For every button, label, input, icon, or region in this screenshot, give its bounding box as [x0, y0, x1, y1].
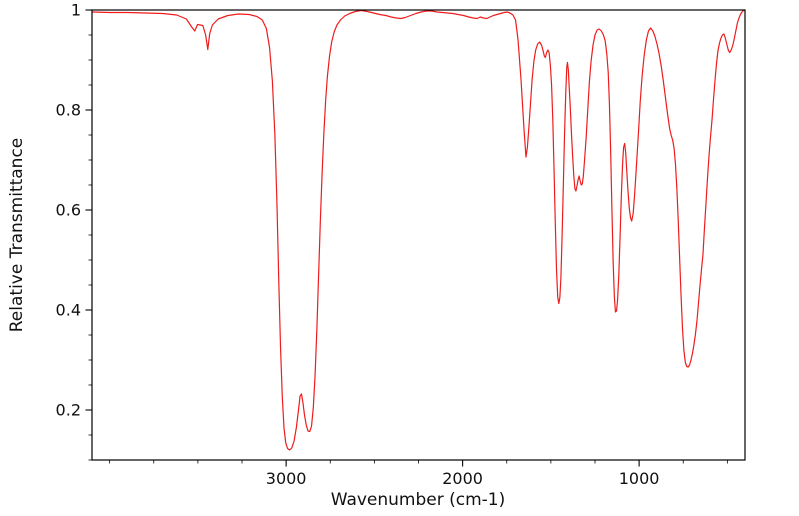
- y-tick-label: 0.2: [56, 401, 81, 420]
- major-ticks: [85, 9, 640, 467]
- y-tick-label: 0.8: [56, 101, 81, 120]
- x-tick-label: 1000: [619, 469, 660, 488]
- y-tick-label: 0.6: [56, 201, 81, 220]
- y-axis-label: Relative Transmittance: [7, 138, 27, 333]
- plot-border: [91, 9, 746, 461]
- tick-labels: 3000 2000 1000 0.2 0.4 0.6 0.8 1: [56, 1, 660, 488]
- x-tick-label: 2000: [442, 469, 483, 488]
- plot-area: [92, 10, 745, 460]
- y-tick-label: 0.4: [56, 301, 81, 320]
- y-tick-label: 1: [71, 1, 81, 20]
- spectrum-line: [91, 9, 746, 451]
- x-tick-label: 3000: [266, 469, 307, 488]
- x-axis-label: Wavenumber (cm-1): [331, 490, 506, 510]
